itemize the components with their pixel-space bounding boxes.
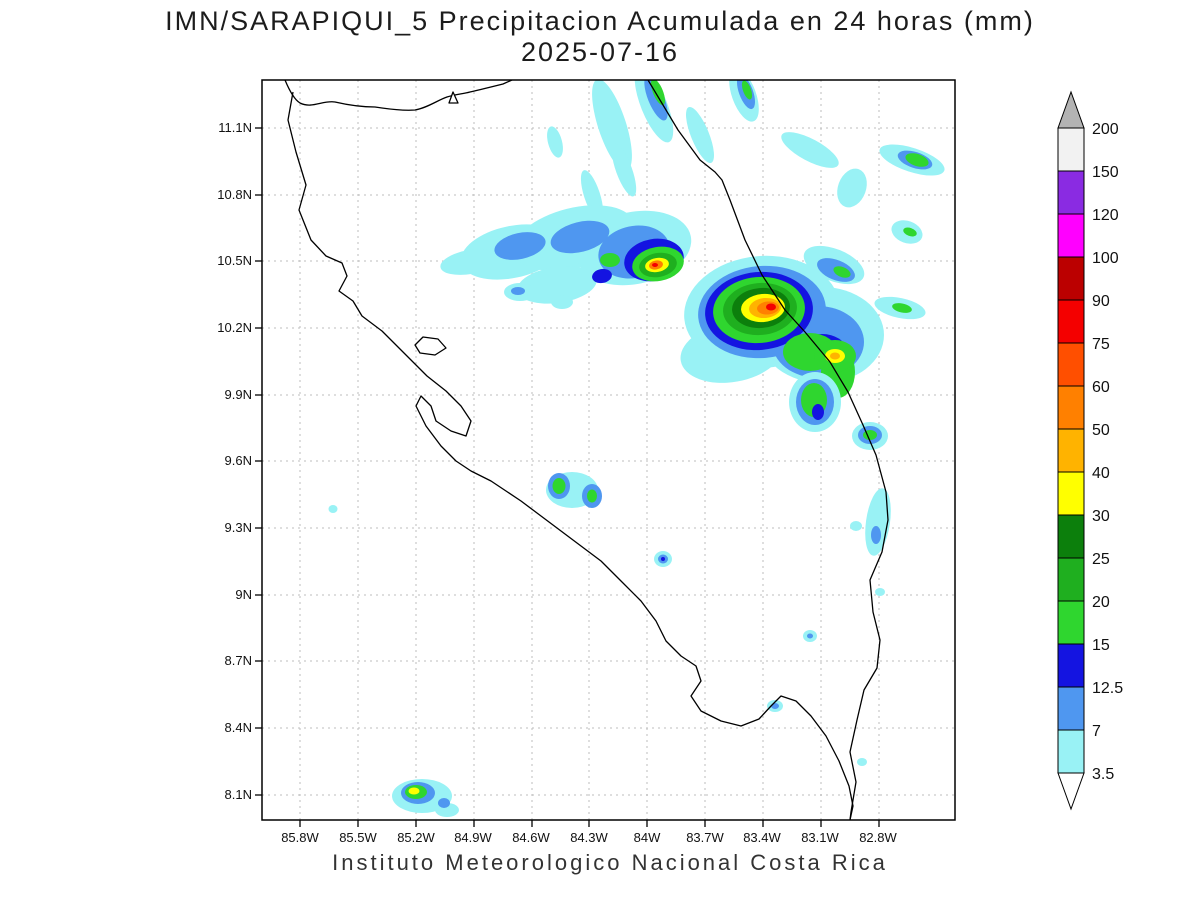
y-tick-label: 9.3N <box>224 520 252 535</box>
chart-title: IMN/SARAPIQUI_5 Precipitacion Acumulada … <box>165 6 1035 36</box>
y-tick-label: 10.5N <box>217 253 252 268</box>
colorbar-segment <box>1057 342 1085 387</box>
x-tick-label: 84.9W <box>454 830 492 845</box>
colorbar-segment <box>1057 600 1085 645</box>
x-tick-label: 83.7W <box>686 830 724 845</box>
precip-streaks-northeast <box>781 132 945 244</box>
y-tick-label: 9N <box>235 587 252 602</box>
y-tick-label: 9.9N <box>224 387 252 402</box>
chart-date: 2025-07-16 <box>520 37 680 67</box>
y-tick-label: 9.6N <box>224 453 252 468</box>
x-tick-label: 84.6W <box>512 830 550 845</box>
precipitation-field <box>328 80 945 817</box>
coastline-north-border <box>284 80 513 111</box>
colorbar-label: 90 <box>1092 293 1110 310</box>
map-triangle-marker <box>448 91 459 104</box>
colorbar-segment <box>1057 686 1085 731</box>
y-tick-label: 8.4N <box>224 720 252 735</box>
axis-ticks <box>255 127 880 827</box>
colorbar-segment <box>1057 514 1085 559</box>
y-tick-label: 11.1N <box>218 120 252 135</box>
y-tick-label: 8.1N <box>224 787 252 802</box>
plot-frame <box>261 79 956 821</box>
x-tick-label: 83.1W <box>801 830 839 845</box>
colorbar-label: 50 <box>1092 422 1110 439</box>
x-tick-label: 82.8W <box>859 830 897 845</box>
colorbar-label: 200 <box>1092 121 1119 138</box>
colorbar-segment <box>1057 385 1085 430</box>
colorbar-segment <box>1057 127 1085 172</box>
colorbar-label: 150 <box>1092 164 1119 181</box>
precip-complex-caribbean <box>680 245 926 398</box>
colorbar-label: 15 <box>1092 637 1110 654</box>
x-tick-label: 84.3W <box>570 830 608 845</box>
precip-cells-central <box>328 472 672 567</box>
colorbar-label: 12.5 <box>1092 680 1123 697</box>
colorbar-segment <box>1057 170 1085 215</box>
precip-cells-caribbean-coast <box>789 372 891 596</box>
colorbar-label: 25 <box>1092 551 1110 568</box>
y-tick-label: 10.2N <box>217 320 252 335</box>
colorbar-segment <box>1057 213 1085 258</box>
colorbar-arrow-below-min <box>1057 772 1085 811</box>
colorbar-segment <box>1057 428 1085 473</box>
x-tick-label: 83.4W <box>743 830 781 845</box>
colorbar-segment <box>1057 471 1085 516</box>
precip-streaks-northwest <box>547 80 759 220</box>
y-tick-label: 10.8N <box>217 187 252 202</box>
x-tick-label: 84W <box>633 830 661 845</box>
colorbar-label: 20 <box>1092 594 1110 611</box>
coastline-gulf-island <box>414 336 447 356</box>
colorbar-segment <box>1057 299 1085 344</box>
colorbar-label: 3.5 <box>1092 766 1114 783</box>
precip-band-north-central <box>440 205 692 309</box>
colorbar-segment <box>1057 729 1085 774</box>
x-tick-label: 85.5W <box>339 830 377 845</box>
colorbar-label: 75 <box>1092 336 1110 353</box>
colorbar-label: 60 <box>1092 379 1110 396</box>
colorbar-segment <box>1057 256 1085 301</box>
colorbar-label: 30 <box>1092 508 1110 525</box>
colorbar-label: 120 <box>1092 207 1119 224</box>
coastline <box>284 80 889 820</box>
colorbar-segment <box>1057 557 1085 602</box>
x-tick-label: 85.2W <box>397 830 435 845</box>
colorbar-label: 40 <box>1092 465 1110 482</box>
colorbar-label: 7 <box>1092 723 1101 740</box>
coastline-pacific <box>287 91 854 820</box>
colorbar-arrow-above-max <box>1057 90 1085 129</box>
institute-caption: Instituto Meteorologico Nacional Costa R… <box>332 850 888 875</box>
colorbar-label: 100 <box>1092 250 1119 267</box>
x-tick-label: 85.8W <box>281 830 319 845</box>
precip-cells-south <box>392 630 867 817</box>
colorbar: 200 150 120 100 90 75 60 50 40 30 25 20 … <box>1057 90 1123 811</box>
coastline-caribbean <box>647 80 889 820</box>
colorbar-segment <box>1057 643 1085 688</box>
y-tick-label: 8.7N <box>224 653 252 668</box>
